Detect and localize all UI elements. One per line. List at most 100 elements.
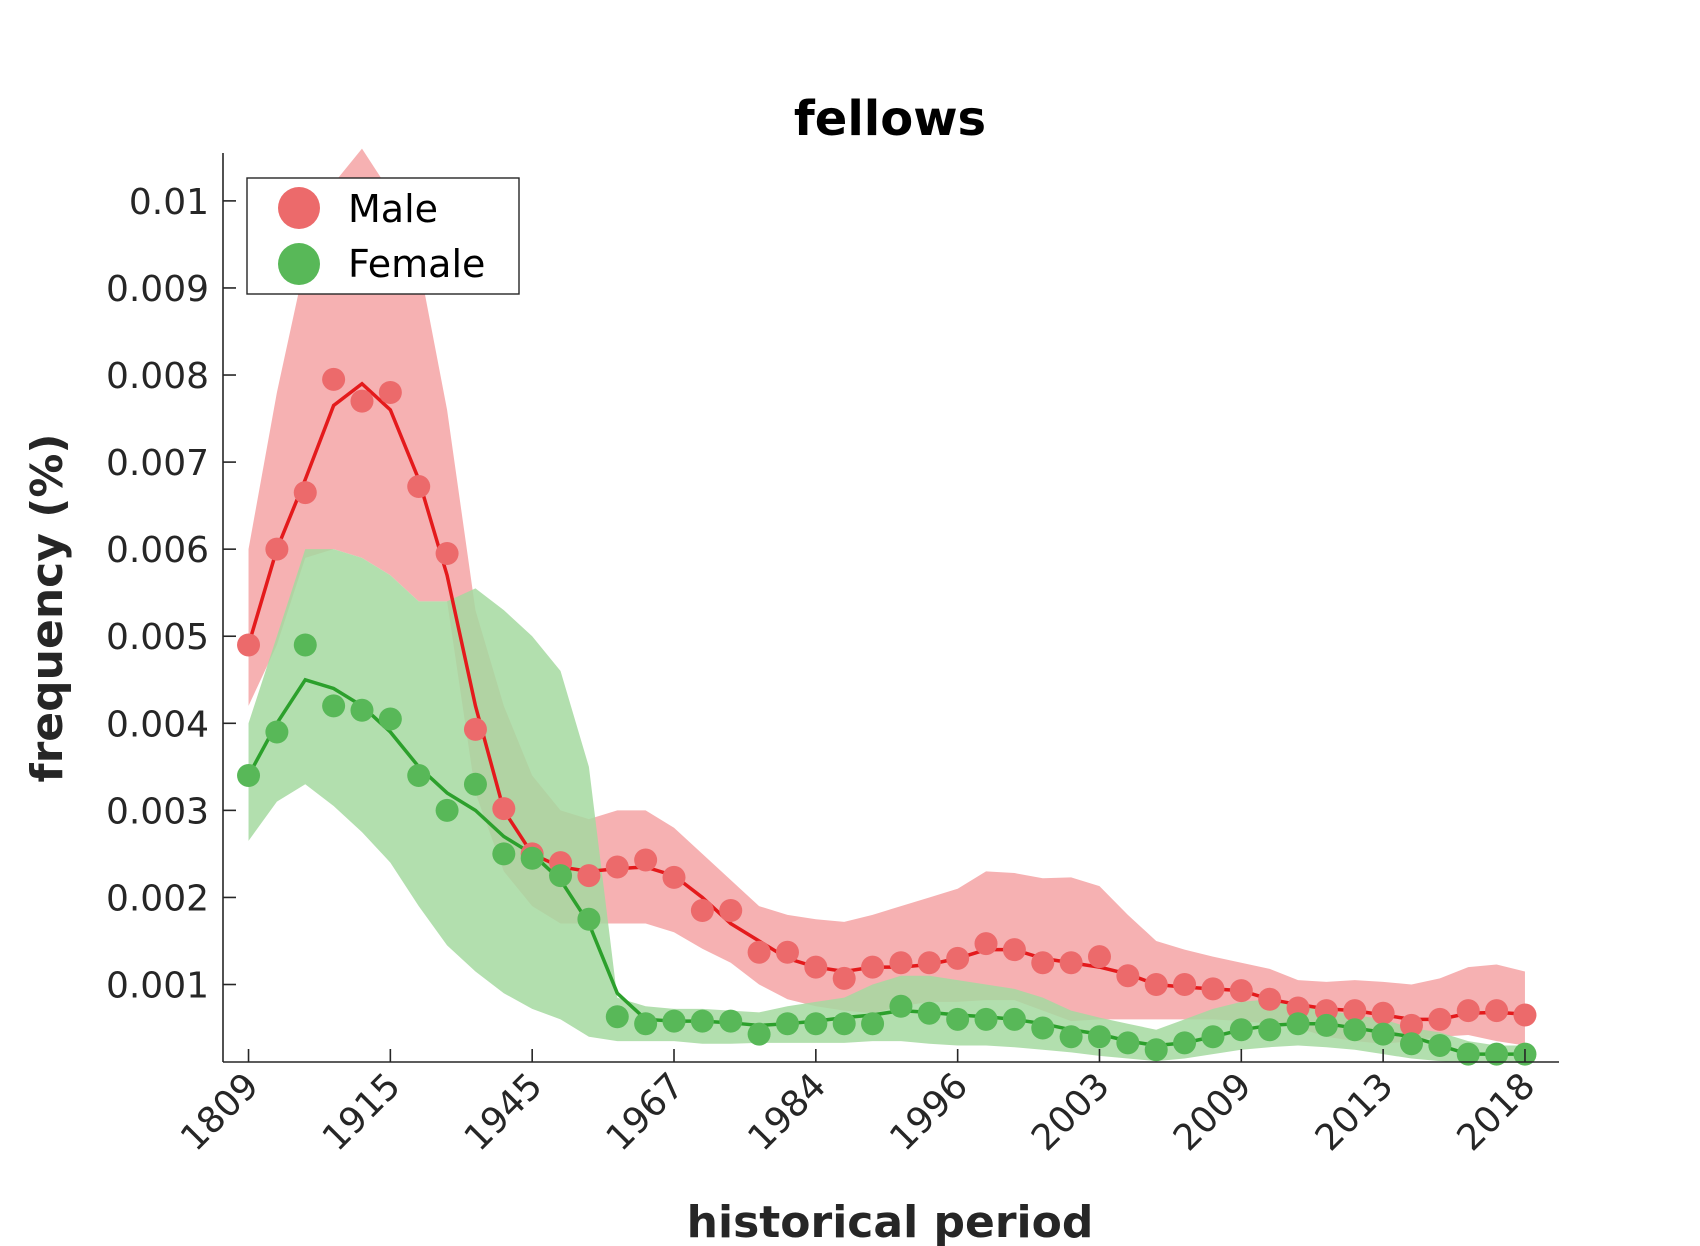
chart-title: fellows <box>794 91 986 147</box>
point-male <box>322 367 346 391</box>
point-female <box>1229 1018 1253 1042</box>
point-male <box>719 899 743 922</box>
band-female <box>248 549 1525 1063</box>
y-tick-label: 0.009 <box>106 269 209 310</box>
point-female <box>690 1009 714 1033</box>
y-tick-label: 0.005 <box>106 617 209 658</box>
point-male <box>1400 1013 1424 1037</box>
point-female <box>1371 1022 1395 1046</box>
point-male <box>917 951 941 975</box>
point-male <box>662 865 686 889</box>
point-female <box>1201 1025 1225 1049</box>
y-tick-label: 0.003 <box>106 791 209 832</box>
point-female <box>974 1007 998 1031</box>
point-male <box>1173 973 1197 997</box>
point-female <box>407 764 431 788</box>
point-male <box>1059 951 1083 975</box>
point-female <box>1428 1033 1452 1057</box>
point-female <box>549 864 573 888</box>
x-tick-label: 2009 <box>1166 1065 1260 1159</box>
y-axis-label: frequency (%) <box>22 433 73 782</box>
point-male <box>1343 999 1367 1023</box>
point-male <box>378 380 402 404</box>
point-female <box>605 1005 629 1029</box>
point-male <box>747 940 771 964</box>
point-male <box>265 537 289 561</box>
point-female <box>350 698 374 722</box>
trend-lines <box>246 381 1526 1056</box>
point-male <box>1087 945 1111 969</box>
x-axis-label: historical period <box>687 1197 1094 1246</box>
point-female <box>719 1009 743 1033</box>
point-male <box>832 966 856 990</box>
point-female <box>1314 1013 1338 1037</box>
point-female <box>804 1012 828 1036</box>
point-female <box>1002 1007 1026 1031</box>
point-male <box>577 864 601 888</box>
point-female <box>1286 1012 1310 1036</box>
legend: Male Female <box>246 177 520 295</box>
line-male <box>246 381 1526 1022</box>
point-female <box>1343 1018 1367 1042</box>
legend-marker-female <box>278 243 320 285</box>
point-male <box>1201 977 1225 1001</box>
point-female <box>775 1012 799 1036</box>
point-male <box>1229 979 1253 1003</box>
legend-label-male: Male <box>348 187 438 231</box>
point-male <box>775 940 799 964</box>
point-male <box>889 951 913 975</box>
point-female <box>1059 1025 1083 1049</box>
point-female <box>946 1007 970 1031</box>
y-tick-label: 0.01 <box>129 182 209 223</box>
point-female <box>520 846 544 870</box>
point-male <box>634 848 658 872</box>
point-female <box>1456 1042 1480 1066</box>
point-male <box>804 955 828 979</box>
point-female <box>265 720 289 744</box>
point-female <box>435 798 459 822</box>
point-female <box>237 764 261 788</box>
point-male <box>293 481 317 505</box>
plot-area <box>237 148 1537 1066</box>
x-tick-label: 1967 <box>599 1065 693 1159</box>
point-male <box>435 542 459 566</box>
point-male <box>1258 987 1282 1011</box>
point-female <box>1258 1018 1282 1042</box>
point-male <box>1116 964 1140 988</box>
point-female <box>1144 1038 1168 1062</box>
confidence-bands <box>248 148 1525 1063</box>
point-female <box>577 907 601 931</box>
point-female <box>1400 1032 1424 1056</box>
point-male <box>1031 951 1055 975</box>
point-female <box>378 707 402 731</box>
y-tick-label: 0.001 <box>106 966 209 1007</box>
point-female <box>917 1001 941 1025</box>
point-female <box>1031 1016 1055 1040</box>
point-male <box>946 946 970 970</box>
point-female <box>889 994 913 1018</box>
point-male <box>690 899 714 922</box>
point-female <box>463 772 487 796</box>
point-female <box>747 1022 771 1046</box>
point-male <box>492 797 516 821</box>
y-tick-label: 0.006 <box>106 530 209 571</box>
y-tick-label: 0.007 <box>106 443 209 484</box>
y-tick-label: 0.004 <box>106 704 209 745</box>
point-female <box>293 633 317 657</box>
x-tick-label: 2013 <box>1308 1065 1402 1159</box>
x-tick-label: 1984 <box>740 1065 834 1159</box>
legend-marker-male <box>278 187 320 229</box>
point-male <box>605 855 629 879</box>
point-female <box>492 842 516 866</box>
y-ticks: 0.001 0.002 0.003 0.004 0.005 0.006 0.007 0.008… <box>106 182 236 1007</box>
point-male <box>407 474 431 498</box>
legend-label-female: Female <box>348 242 485 286</box>
point-male <box>861 955 885 979</box>
y-tick-label: 0.002 <box>106 878 209 919</box>
point-male <box>1002 938 1026 962</box>
point-female <box>662 1009 686 1033</box>
y-tick-label: 0.008 <box>106 356 209 397</box>
point-female <box>1116 1031 1140 1055</box>
point-male <box>1456 999 1480 1023</box>
